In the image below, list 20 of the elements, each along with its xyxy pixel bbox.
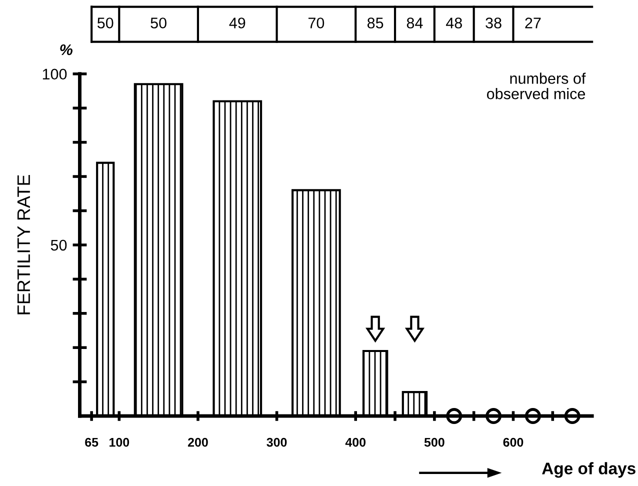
y-axis-title: FERTILITY RATE xyxy=(17,174,30,314)
x-tick-label: 65 xyxy=(85,438,98,447)
text: 50 xyxy=(150,18,166,28)
text: 49 xyxy=(229,18,246,28)
x-tick-label: 500 xyxy=(424,438,444,447)
x-tick-label: 100 xyxy=(110,438,130,447)
x-axis-title: Age of days xyxy=(542,462,636,478)
text: 84 xyxy=(406,18,423,28)
text: 50 xyxy=(97,18,114,28)
x-tick-label: 600 xyxy=(503,438,524,447)
text: 85 xyxy=(367,18,384,28)
text: % xyxy=(60,44,72,56)
text: 27 xyxy=(525,18,541,28)
text: 70 xyxy=(308,18,324,28)
x-tick-label: 300 xyxy=(266,438,287,447)
x-tick-label: 400 xyxy=(345,438,366,447)
annotation: numbers of observed mice xyxy=(486,72,586,100)
text: 38 xyxy=(486,18,502,28)
text: 48 xyxy=(446,18,462,28)
x-tick-label: 200 xyxy=(188,438,208,447)
